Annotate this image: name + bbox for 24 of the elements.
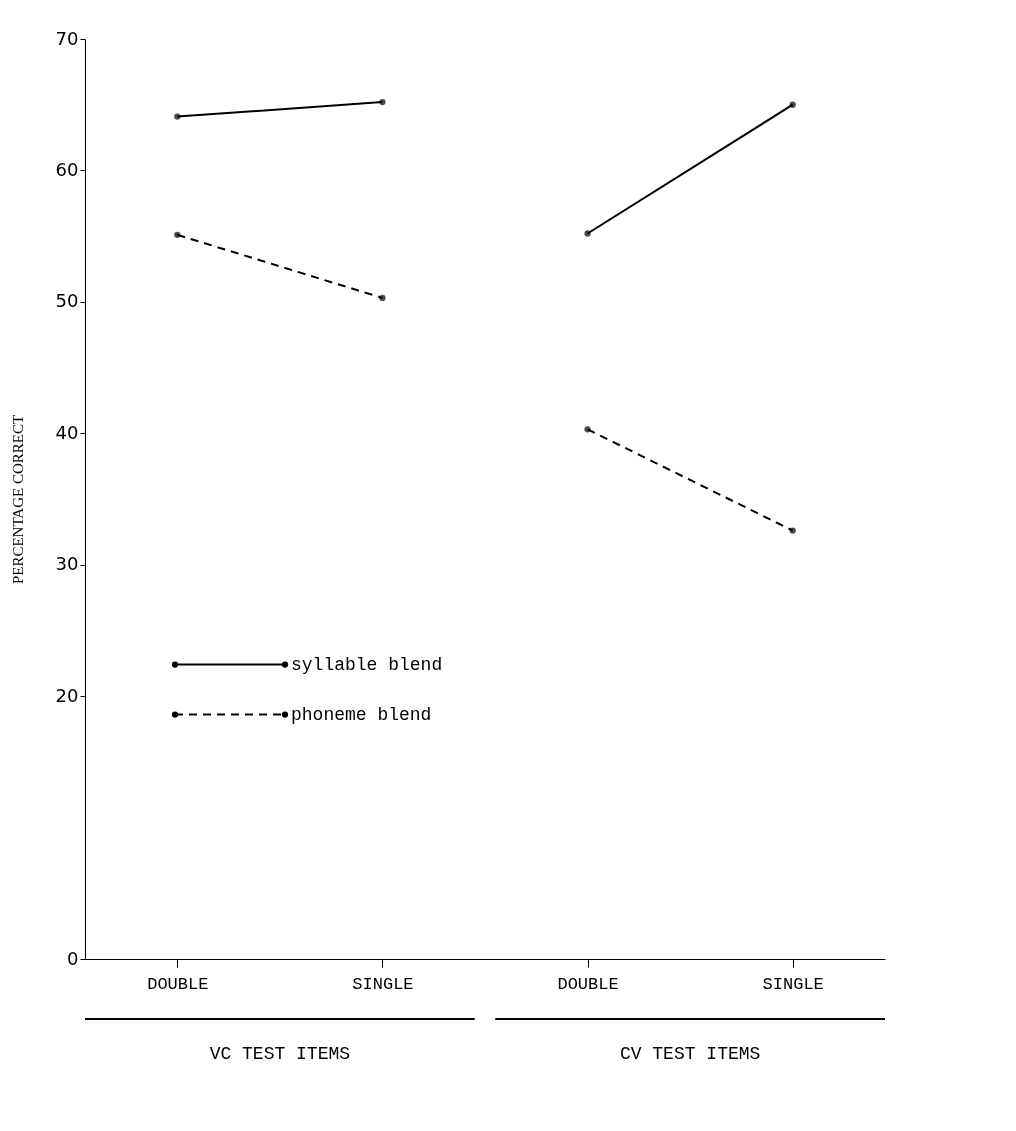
y-tick-label: 20	[55, 684, 79, 706]
y-tick-label: 40	[55, 421, 79, 443]
y-tick-label: 0	[67, 947, 79, 969]
point	[584, 426, 591, 433]
point	[379, 294, 386, 302]
x-tick-label: SINGLE	[352, 974, 414, 994]
text: CV TEST ITEMS	[619, 1044, 761, 1064]
x-tick-label: DOUBLE	[147, 974, 209, 994]
text: VC TEST ITEMS	[209, 1044, 351, 1064]
point	[174, 231, 181, 238]
y-tick-label: 50	[55, 290, 79, 312]
y-tick-label: 70	[55, 27, 79, 49]
point	[789, 527, 796, 534]
x-tick-label: DOUBLE	[557, 974, 619, 994]
legend-label: syllable blend	[291, 654, 443, 675]
legend-label: phoneme blend	[291, 704, 432, 725]
y-tick-label: 60	[55, 158, 79, 180]
point	[789, 101, 796, 108]
y-axis-title: PERCENTAGE CORRECT	[9, 414, 26, 585]
point	[379, 98, 386, 106]
y-tick-label: 30	[55, 553, 79, 575]
point	[174, 113, 181, 120]
point	[584, 230, 591, 237]
x-tick-label: SINGLE	[762, 974, 824, 994]
